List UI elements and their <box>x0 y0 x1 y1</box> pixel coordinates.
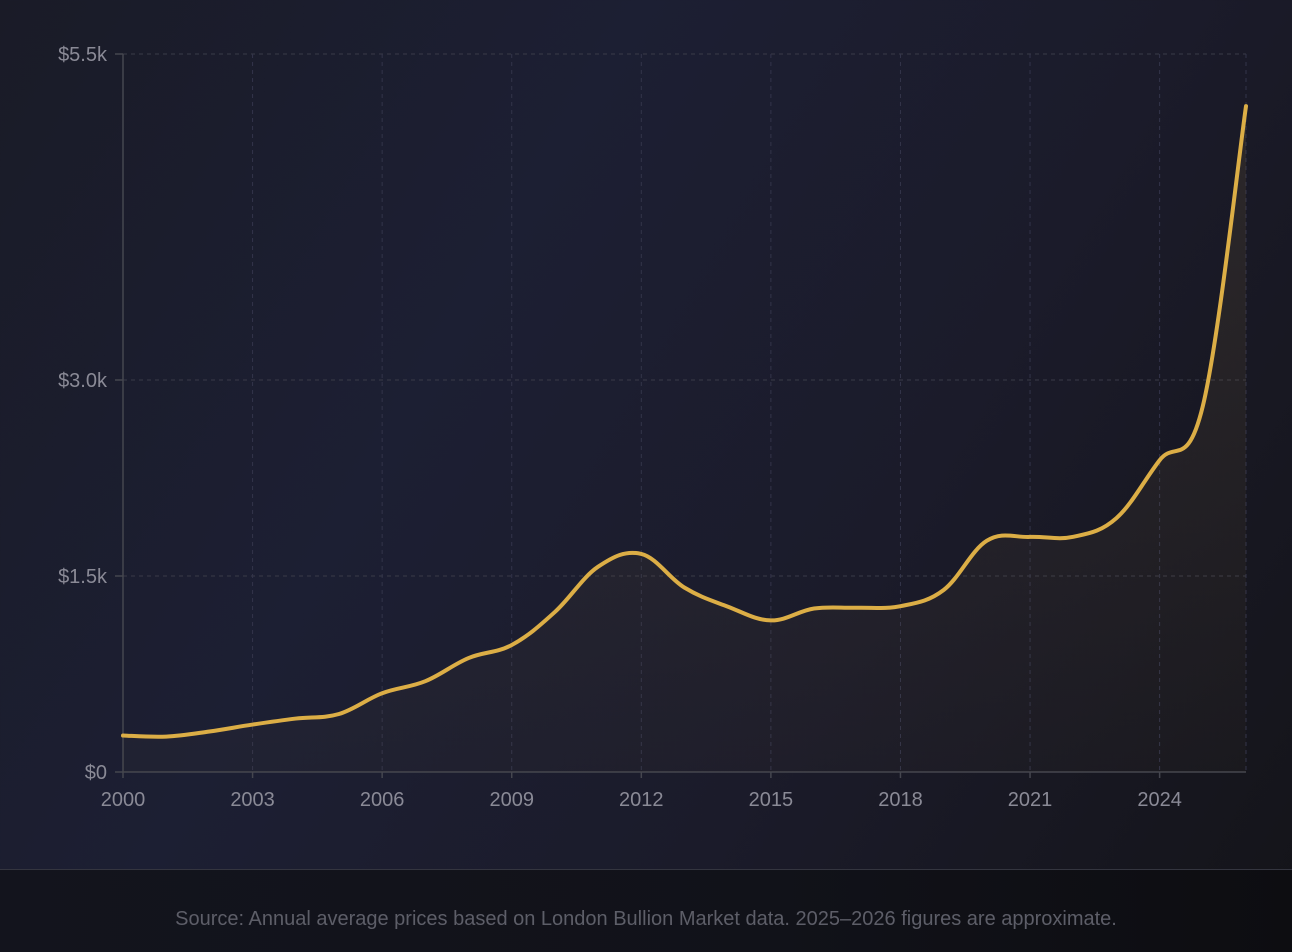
y-tick-label: $5.5k <box>58 44 108 66</box>
chart-footer: Source: Annual average prices based on L… <box>0 869 1292 952</box>
source-note: Source: Annual average prices based on L… <box>175 908 1117 930</box>
series <box>121 104 1248 772</box>
y-tick-label: $3.0k <box>58 370 108 392</box>
gold-price-chart: $0 $1.5k $3.0k $5.5k 2000 2003 2006 2009 2012 201… <box>58 44 1248 811</box>
y-tick-label: $1.5k <box>58 566 108 588</box>
x-tick-label: 2018 <box>878 789 923 811</box>
series-area <box>123 106 1246 772</box>
x-tick-label: 2015 <box>749 789 794 811</box>
grid <box>123 53 1247 772</box>
y-tick-label: $0 <box>85 762 107 784</box>
x-tick-label: 2000 <box>101 789 146 811</box>
x-tick-label: 2021 <box>1008 789 1053 811</box>
tick-labels: $0 $1.5k $3.0k $5.5k 2000 2003 2006 2009 2012 201… <box>58 44 1182 811</box>
x-tick-label: 2006 <box>360 789 405 811</box>
x-tick-label: 2024 <box>1137 789 1182 811</box>
series-line <box>121 104 1248 739</box>
chart-canvas: $0 $1.5k $3.0k $5.5k 2000 2003 2006 2009 2012 201… <box>58 44 1248 811</box>
x-tick-label: 2009 <box>489 789 534 811</box>
x-tick-label: 2003 <box>230 789 275 811</box>
x-tick-label: 2012 <box>619 789 664 811</box>
